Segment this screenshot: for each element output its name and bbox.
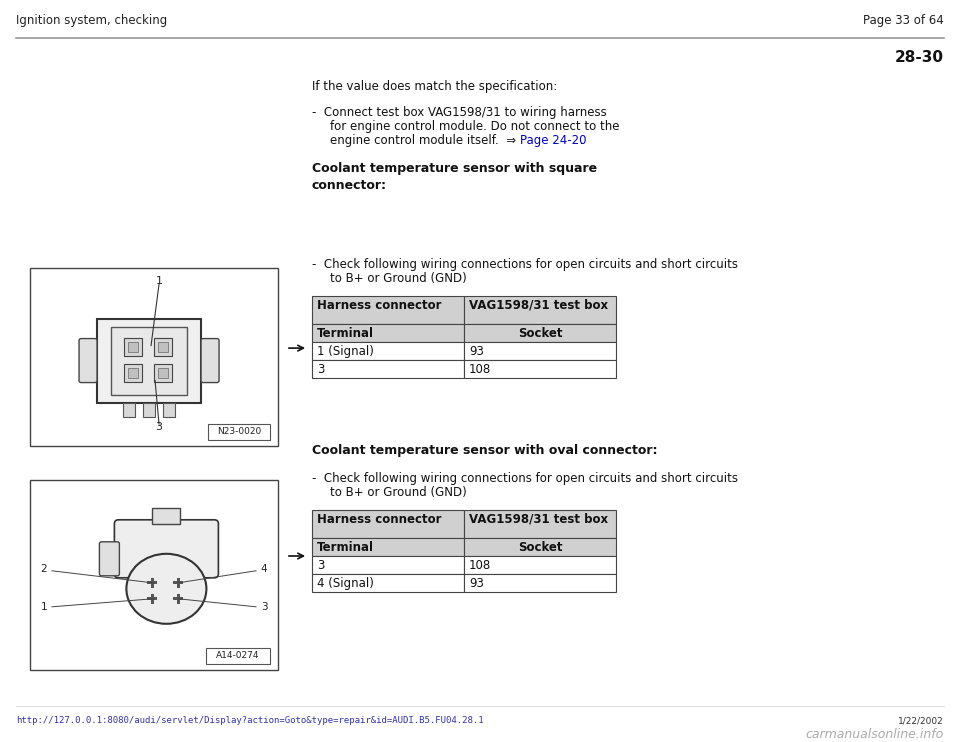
Text: 28-30: 28-30 [895, 50, 944, 65]
Text: VAG1598/31 test box: VAG1598/31 test box [469, 299, 608, 312]
Bar [312, 360, 464, 378]
Text: 1: 1 [156, 276, 162, 286]
Bar [151, 594, 154, 604]
Text: 1 (Signal): 1 (Signal) [317, 345, 373, 358]
Bar [312, 296, 464, 324]
Text: http://127.0.0.1:8080/audi/servlet/Display?action=Goto&type=repair&id=AUDI.B5.FU: http://127.0.0.1:8080/audi/servlet/Displ… [16, 716, 484, 725]
Text: Terminal: Terminal [317, 327, 374, 340]
Bar [177, 578, 180, 588]
Bar [208, 424, 270, 440]
Text: to B+ or Ground (GND): to B+ or Ground (GND) [330, 486, 467, 499]
Text: Page 33 of 64: Page 33 of 64 [863, 14, 944, 27]
Bar [128, 341, 138, 352]
FancyBboxPatch shape [114, 520, 219, 578]
Bar [464, 574, 616, 592]
Bar [464, 556, 616, 574]
Bar [174, 597, 183, 600]
Text: 93: 93 [469, 345, 484, 358]
Text: 4: 4 [261, 564, 267, 574]
Bar [206, 648, 270, 664]
Text: Harness connector: Harness connector [317, 299, 442, 312]
Text: 3: 3 [317, 559, 324, 572]
Bar [312, 324, 464, 342]
FancyBboxPatch shape [100, 542, 119, 576]
Text: 3: 3 [261, 602, 267, 612]
Text: Socket: Socket [517, 541, 563, 554]
Text: If the value does match the specification:: If the value does match the specificatio… [312, 80, 557, 93]
Bar [151, 578, 154, 588]
Text: .: . [576, 134, 584, 147]
Bar [123, 403, 135, 416]
Text: for engine control module. Do not connect to the: for engine control module. Do not connec… [330, 120, 619, 133]
Bar [312, 556, 464, 574]
Text: -  Check following wiring connections for open circuits and short circuits: - Check following wiring connections for… [312, 472, 738, 485]
FancyBboxPatch shape [97, 318, 201, 403]
Text: Coolant temperature sensor with square
connector:: Coolant temperature sensor with square c… [312, 162, 597, 192]
Text: 108: 108 [469, 363, 492, 376]
Text: Page 24-20: Page 24-20 [520, 134, 587, 147]
Bar [30, 268, 278, 446]
Text: 1/22/2002: 1/22/2002 [899, 716, 944, 725]
Text: carmanualsonline.info: carmanualsonline.info [805, 728, 944, 741]
Text: to B+ or Ground (GND): to B+ or Ground (GND) [330, 272, 467, 285]
Bar [153, 508, 180, 524]
Bar [154, 338, 172, 355]
Text: 4 (Signal): 4 (Signal) [317, 577, 373, 590]
Text: -  Connect test box VAG1598/31 to wiring harness: - Connect test box VAG1598/31 to wiring … [312, 106, 607, 119]
Text: Coolant temperature sensor with oval connector:: Coolant temperature sensor with oval con… [312, 444, 658, 457]
Bar [128, 367, 138, 378]
Bar [464, 538, 616, 556]
Bar [464, 342, 616, 360]
Text: 108: 108 [469, 559, 492, 572]
Bar [312, 574, 464, 592]
Text: Socket: Socket [517, 327, 563, 340]
Text: engine control module itself.  ⇒: engine control module itself. ⇒ [330, 134, 520, 147]
Bar [464, 324, 616, 342]
Bar [464, 510, 616, 538]
Bar [312, 538, 464, 556]
Bar [30, 480, 278, 670]
Text: 93: 93 [469, 577, 484, 590]
Text: VAG1598/31 test box: VAG1598/31 test box [469, 513, 608, 526]
Text: 2: 2 [40, 564, 47, 574]
Bar [124, 338, 142, 355]
Bar [148, 581, 157, 584]
Text: -  Check following wiring connections for open circuits and short circuits: - Check following wiring connections for… [312, 258, 738, 271]
Text: Terminal: Terminal [317, 541, 374, 554]
Bar [464, 360, 616, 378]
Bar [177, 594, 180, 604]
Text: Harness connector: Harness connector [317, 513, 442, 526]
Bar [312, 342, 464, 360]
Bar [464, 296, 616, 324]
Text: 3: 3 [156, 422, 162, 432]
Bar [174, 581, 183, 584]
FancyBboxPatch shape [79, 338, 97, 383]
Bar [312, 510, 464, 538]
Text: 1: 1 [40, 602, 47, 612]
Bar [158, 341, 168, 352]
Bar [158, 367, 168, 378]
Bar [143, 403, 155, 416]
Text: A14-0274: A14-0274 [216, 651, 260, 660]
Text: 3: 3 [317, 363, 324, 376]
Text: Ignition system, checking: Ignition system, checking [16, 14, 167, 27]
Bar [154, 364, 172, 381]
FancyBboxPatch shape [111, 326, 187, 395]
FancyBboxPatch shape [201, 338, 219, 383]
Text: N23-0020: N23-0020 [217, 427, 261, 436]
Bar [124, 364, 142, 381]
Bar [148, 597, 157, 600]
Ellipse shape [127, 554, 206, 624]
Bar [163, 403, 175, 416]
